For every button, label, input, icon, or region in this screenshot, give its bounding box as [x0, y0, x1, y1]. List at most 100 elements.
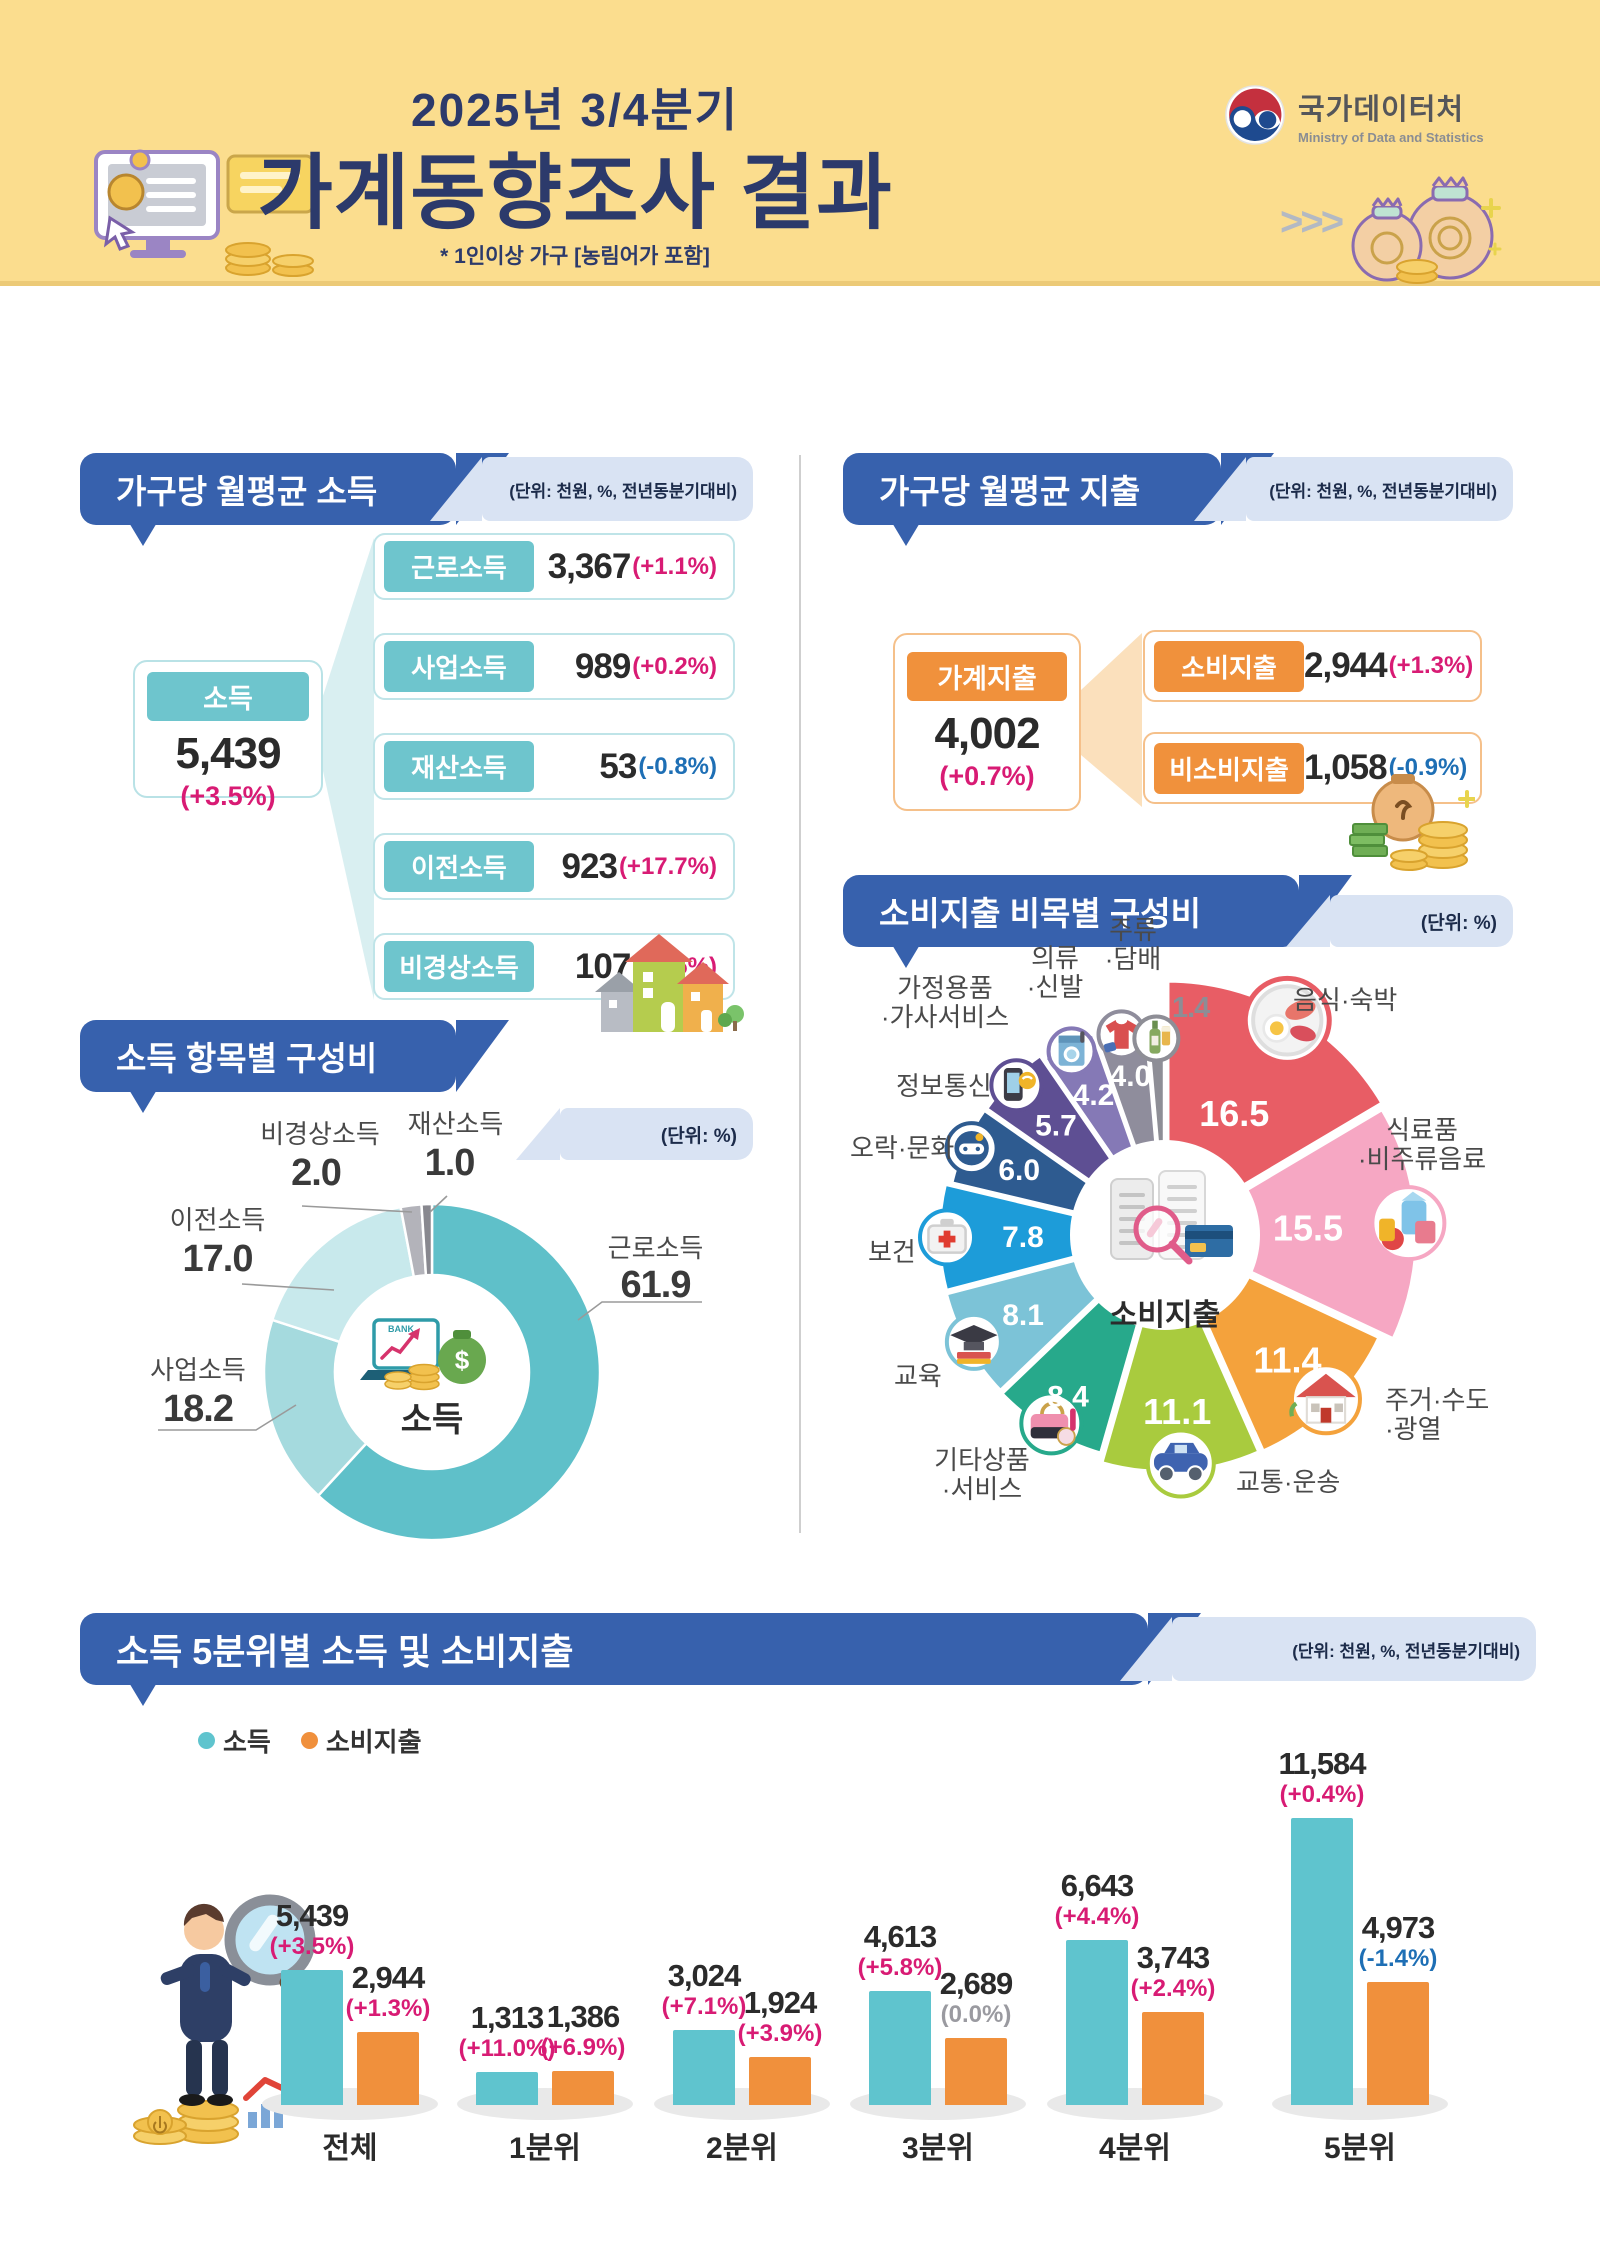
bar-category: 4분위	[1099, 2132, 1171, 2165]
house-icon	[1289, 1363, 1362, 1436]
bar-category: 2분위	[706, 2132, 778, 2165]
computer-coins-illustration	[94, 149, 315, 277]
expenditure-composition-title: 소비지출 비목별 구성비	[879, 895, 1201, 932]
bar-소비지출-1분위	[552, 2071, 614, 2105]
car-icon	[1145, 1428, 1216, 1499]
item-label: 사업소득	[384, 641, 534, 692]
item-label: 소비지출	[1154, 640, 1304, 692]
pie-segment-label: 오락·문화	[850, 1133, 980, 1163]
income-total-label: 소득	[147, 672, 309, 721]
income-unit: (단위: 천원, %, 전년동분기대비)	[509, 481, 737, 501]
pie-segment-label-line: 주거·수도	[1385, 1385, 1490, 1415]
item-change: (+0.2%)	[632, 652, 717, 680]
pie-slice-value: 5.7	[1035, 1110, 1077, 1143]
pie-segment-label-line: 보건	[868, 1237, 916, 1267]
expenditure-unit-strip: (단위: 천원, %, 전년동분기대비)	[1194, 457, 1513, 521]
legend-expense: 소비지출	[300, 1722, 422, 1759]
bar-value: 1,386	[546, 1999, 621, 2034]
pie-segment-label-line: 음식·숙박	[1293, 985, 1398, 1015]
pie-segment-label-line: 식료품	[1386, 1115, 1458, 1145]
income-center-illustration: BANK $	[360, 1318, 486, 1391]
taegeuk-logo-icon	[1225, 85, 1285, 145]
bar-change: (+0.4%)	[1279, 1781, 1365, 1808]
bar-value: 1,924	[743, 1985, 818, 2020]
item-value: 2,944	[1304, 646, 1388, 685]
income-connector	[321, 538, 374, 1000]
pie-segment-label-line: 오락·문화	[850, 1133, 955, 1163]
pie-slice-value: 6.0	[998, 1154, 1040, 1187]
bar-value: 4,973	[1361, 1910, 1436, 1945]
pie-slice-value: 11.4	[1253, 1340, 1321, 1381]
quarter-title: 2025년 3/4분기	[410, 84, 740, 136]
legend-income-label: 소득	[223, 1727, 271, 1757]
expenditure-connector	[1081, 633, 1142, 807]
pie-segment-label-line: ·신발	[1026, 972, 1084, 1003]
bar-소비지출-5분위	[1367, 1982, 1429, 2105]
item-box: 이전소득 923 (+17.7%)	[373, 833, 735, 900]
chevrons-decoration: >>>	[1280, 200, 1344, 244]
donut-segment-value: 2.0	[291, 1152, 342, 1194]
bar-change: (+11.0%)	[458, 2035, 556, 2062]
bar-change: (+7.1%)	[661, 1993, 747, 2020]
bar-change: (+5.8%)	[857, 1954, 943, 1981]
bar-category: 1분위	[509, 2132, 581, 2165]
bar-소득-5분위	[1291, 1818, 1353, 2105]
bar-change: (+3.5%)	[269, 1933, 355, 1960]
quintile-unit-strip: (단위: 천원, %, 전년동분기대비)	[1120, 1617, 1536, 1681]
income-composition-unit: (단위: %)	[660, 1125, 737, 1147]
pie-segment-label-line: 의류	[1031, 943, 1079, 973]
donut-segment-label: 비경상소득	[260, 1119, 380, 1149]
bar-소비지출-3분위	[945, 2038, 1007, 2105]
bar-소득-2분위	[673, 2030, 735, 2105]
pie-segment-label: 기타상품 ·서비스	[928, 1445, 1036, 1504]
pie-segment-label: 주거·수도 ·광열	[1385, 1385, 1520, 1444]
expenditure-section-header: 가구당 월평균 지출	[843, 453, 1274, 546]
bar-category: 5분위	[1324, 2132, 1396, 2165]
pie-segment-label: 주류 ·담배	[1090, 915, 1176, 974]
pie-center-label: 소비지출	[1109, 1299, 1221, 1332]
pie-segment-label-line: ·가사서비스	[880, 1002, 1010, 1033]
column-divider	[799, 455, 801, 1533]
pie-segment-label: 보건	[868, 1237, 948, 1267]
donut-segment-value: 17.0	[182, 1238, 254, 1280]
legend-expense-dot	[300, 1732, 318, 1749]
income-composition-title: 소득 항목별 구성비	[116, 1040, 378, 1077]
quintile-unit: (단위: 천원, %, 전년동분기대비)	[1292, 1641, 1520, 1661]
donut-segment-value: 61.9	[620, 1264, 692, 1306]
expenditure-items: 소비지출 2,944 (+1.3%) 비소비지출 1,058 (-0.9%)	[1143, 630, 1482, 834]
bar-value: 4,613	[863, 1919, 938, 1954]
bar-소비지출-전체	[357, 2032, 419, 2105]
expenditure-composition-unit: (단위: %)	[1420, 912, 1497, 934]
pie-segment-label: 교통·운송	[1236, 1467, 1396, 1497]
bar-value: 2,689	[939, 1966, 1014, 2001]
bar-소득-전체	[281, 1970, 343, 2105]
expenditure-total-value: 4,002	[934, 709, 1040, 758]
houses-illustration	[595, 934, 744, 1032]
bar-value: 6,643	[1060, 1868, 1135, 1903]
food-plate-icon	[1242, 975, 1332, 1065]
bar-change: (+2.4%)	[1130, 1975, 1216, 2002]
item-value: 923	[561, 846, 618, 886]
item-value: 3,367	[547, 546, 632, 586]
item-label: 비소비지출	[1154, 742, 1304, 794]
svg-text:BANK: BANK	[388, 1324, 414, 1334]
bar-value: 1,313	[470, 2000, 545, 2035]
pie-slice-value: 16.5	[1199, 1093, 1269, 1134]
legend-income-dot	[198, 1732, 215, 1749]
pie-slice-value: 11.1	[1143, 1391, 1211, 1432]
item-change: (+1.3%)	[1388, 652, 1474, 679]
bar-change: (+3.9%)	[737, 2020, 823, 2047]
donut-segment-label: 사업소득	[150, 1355, 246, 1385]
bar-소비지출-2분위	[749, 2057, 811, 2105]
bar-category: 전체	[322, 2132, 378, 2165]
leader-line	[429, 1195, 448, 1213]
pie-slice-value: 15.5	[1273, 1208, 1343, 1249]
bar-소득-3분위	[869, 1991, 931, 2105]
income-section-header: 가구당 월평균 소득	[80, 453, 509, 546]
income-composition-unit-strip: (단위: %)	[516, 1108, 753, 1160]
graduation-cap-icon	[944, 1312, 1003, 1371]
bar-소비지출-4분위	[1142, 2012, 1204, 2105]
income-total-box: 소득 5,439 (+3.5%)	[133, 660, 323, 811]
donut-center-label: 소득	[400, 1401, 464, 1439]
